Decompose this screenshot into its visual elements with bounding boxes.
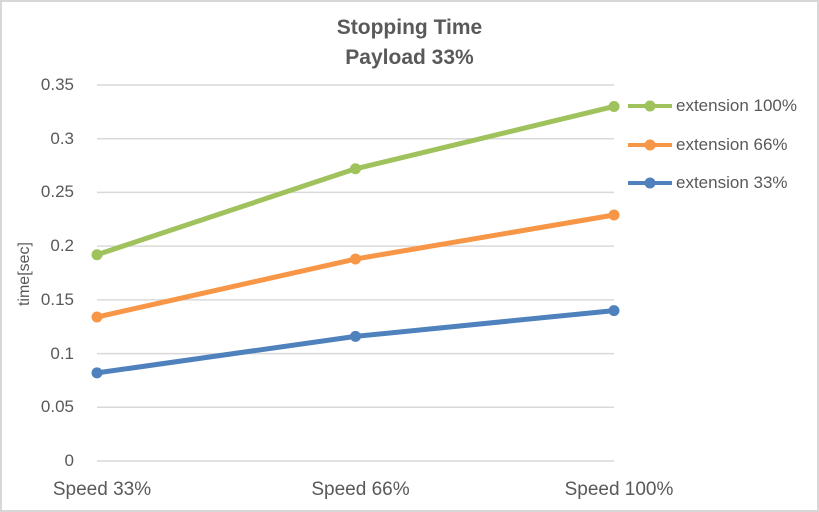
legend-label: extension 100% [676, 96, 797, 115]
chart-subtitle: Payload 33% [345, 46, 474, 69]
legend-line-marker-icon [628, 139, 672, 150]
y-tick-label: 0.35 [40, 75, 74, 94]
data-point-marker [91, 367, 103, 379]
data-point-marker [350, 330, 361, 342]
y-tick-label: 0.25 [40, 182, 74, 202]
data-point-marker [608, 305, 620, 317]
legend-item: extension 66% [627, 134, 788, 156]
x-category-label: Speed 66% [311, 479, 410, 500]
legend-label: extension 33% [676, 173, 788, 192]
y-tick-label: 0.2 [50, 236, 74, 256]
y-tick-label: 0.05 [40, 397, 74, 417]
legend-item: extension 33% [627, 172, 788, 194]
series-line [94, 103, 617, 258]
y-tick-label: 0.3 [50, 128, 74, 148]
x-category-label: Speed 33% [52, 479, 152, 500]
chart-title: Stopping Time [336, 16, 483, 39]
data-point-marker [350, 163, 361, 175]
data-point-marker [608, 209, 620, 221]
data-point-marker [91, 249, 103, 261]
chart-title-block: Stopping Time Payload 33% [2, 13, 817, 73]
data-point-marker [91, 311, 103, 323]
legend-item: extension 100% [627, 95, 797, 117]
legend-line-marker-icon [628, 100, 672, 112]
data-point-marker [608, 100, 620, 112]
x-category-label: Speed 100% [564, 479, 674, 500]
y-tick-label: 0.1 [50, 343, 74, 363]
y-tick-label: 0.15 [40, 289, 74, 309]
legend-line-marker-icon [628, 177, 672, 189]
legend-label: extension 66% [676, 134, 788, 154]
y-tick-label: 0 [64, 451, 74, 470]
data-point-marker [350, 253, 361, 265]
